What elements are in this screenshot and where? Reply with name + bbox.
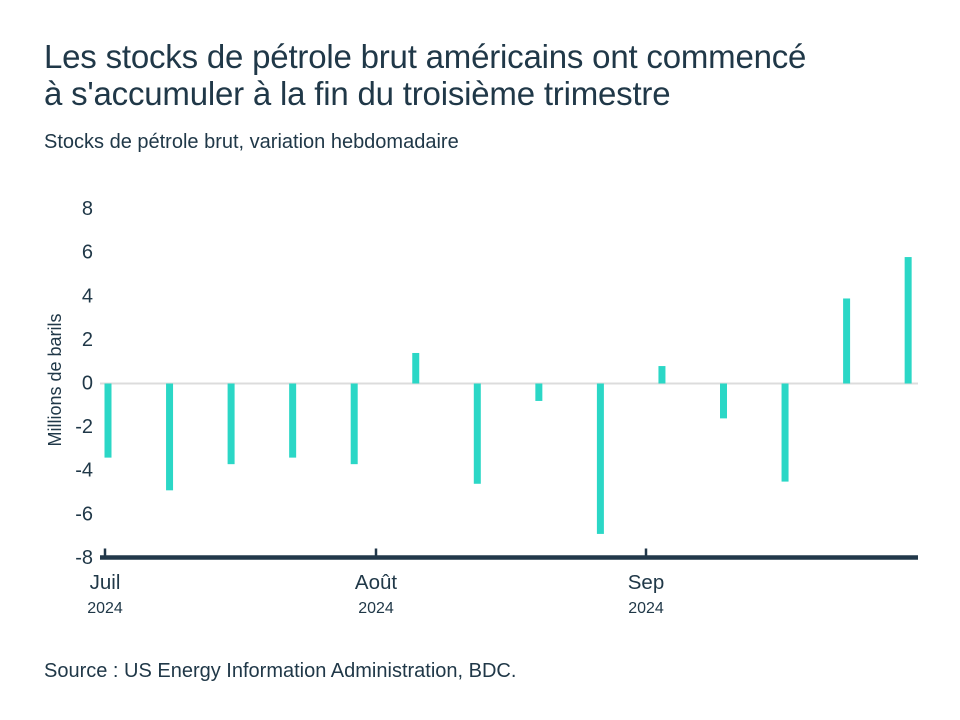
y-axis-tick-label: -6 — [75, 503, 93, 525]
x-axis-year-label: 2024 — [628, 600, 664, 617]
bar — [720, 383, 727, 419]
y-axis-title: Millions de barils — [45, 313, 65, 446]
y-axis-tick-label: 0 — [82, 373, 93, 395]
bar — [104, 383, 112, 458]
x-axis-year-label: 2024 — [87, 600, 123, 617]
x-axis-year-label: 2024 — [358, 600, 394, 617]
x-axis-month-label: Juil — [90, 571, 121, 594]
chart-title-line-1: Les stocks de pétrole brut américains on… — [44, 38, 807, 75]
x-axis-month-label: Août — [355, 571, 397, 594]
y-axis-tick-label: 6 — [82, 242, 93, 264]
bar — [781, 383, 789, 482]
y-axis-tick-label: 8 — [82, 198, 93, 220]
y-axis-tick-label: -2 — [75, 416, 93, 438]
bar — [904, 257, 912, 384]
y-axis-tick-label: -8 — [75, 547, 93, 569]
bar-chart: 8 6 4 2 0 -2 -4 -6 -8 Millions de barils Juil 2024 A… — [45, 198, 918, 617]
bar — [658, 366, 666, 384]
bar — [473, 383, 481, 484]
bar — [596, 383, 604, 534]
bar — [289, 383, 297, 458]
bar — [535, 383, 543, 401]
y-axis-tick-label: 4 — [82, 285, 93, 307]
y-axis-tick-label: 2 — [82, 329, 93, 351]
y-axis-tick-label: -4 — [75, 460, 93, 482]
source-note: Source : US Energy Information Administr… — [44, 660, 517, 682]
bar — [843, 298, 851, 384]
x-axis-month-label: Sep — [628, 571, 664, 594]
bar — [412, 352, 420, 384]
chart-subtitle: Stocks de pétrole brut, variation hebdom… — [44, 131, 459, 153]
bar — [350, 383, 358, 465]
bar — [227, 383, 235, 465]
chart-title-line-2: à s'accumuler à la fin du troisième trim… — [44, 75, 671, 112]
chart-title: Les stocks de pétrole brut américains on… — [44, 38, 934, 112]
bar — [166, 383, 174, 491]
